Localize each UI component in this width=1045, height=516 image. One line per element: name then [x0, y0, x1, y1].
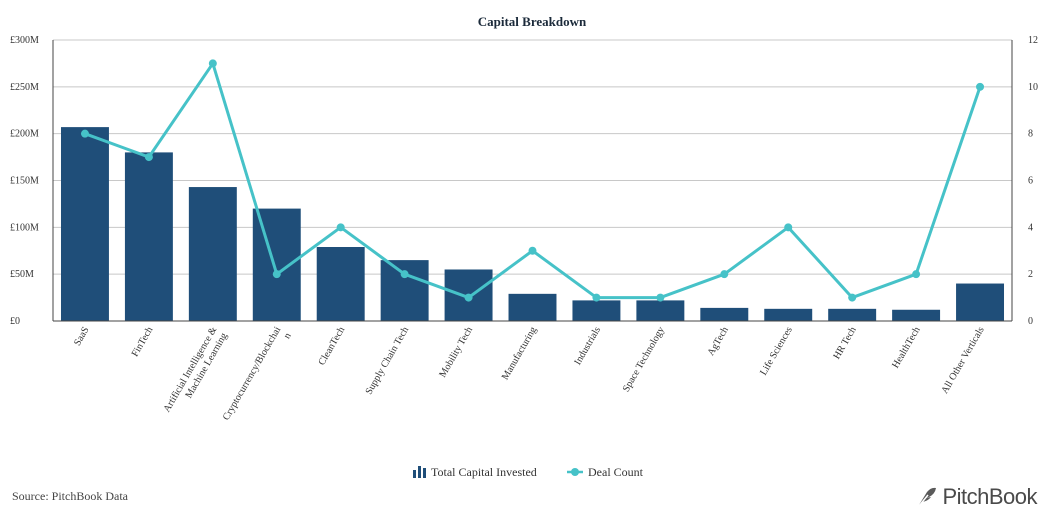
legend: Total Capital Invested Deal Count	[413, 465, 644, 479]
line-marker-icon	[567, 468, 583, 476]
y-right-tick-label: 6	[1028, 176, 1033, 187]
y-right-tick-label: 10	[1028, 82, 1038, 93]
x-tick-label: Life Sciences	[758, 325, 795, 377]
bar-14[interactable]	[956, 283, 1005, 321]
x-tick-label: FinTech	[130, 325, 156, 359]
x-tick-label: HR Tech	[831, 325, 858, 361]
legend-item-deal-count[interactable]: Deal Count	[567, 465, 644, 479]
x-tick-label: Manufacturing	[500, 325, 539, 382]
deal-count-point-4[interactable]	[336, 223, 345, 232]
x-tick-label: Cryptocurrency/Blockchain	[221, 325, 294, 429]
deal-count-point-1[interactable]	[144, 153, 153, 162]
x-tick-label: Mobility Tech	[437, 325, 475, 380]
bar-8[interactable]	[572, 300, 621, 321]
chart-title: Capital Breakdown	[478, 14, 587, 29]
deal-count-point-7[interactable]	[528, 246, 537, 255]
bar-1[interactable]	[124, 152, 173, 321]
y-right-tick-label: 8	[1028, 129, 1033, 140]
deal-count-point-2[interactable]	[208, 59, 217, 68]
bar-5[interactable]	[380, 260, 429, 321]
x-tick-label: AgTech	[706, 325, 731, 358]
deal-count-point-11[interactable]	[784, 223, 793, 232]
x-tick-label: Artificial Intelligence &Machine Learnin…	[162, 325, 230, 420]
y-right-tick-label: 2	[1028, 269, 1033, 280]
x-tick-label: Space Technology	[621, 325, 667, 394]
legend-label-total-capital: Total Capital Invested	[431, 465, 537, 479]
y-right-tick-label: 4	[1028, 222, 1033, 233]
logo-text: PitchBook	[942, 484, 1037, 509]
y-left-tick-label: £200M	[10, 129, 39, 140]
y-left-tick-label: £50M	[10, 269, 34, 280]
y-left-tick-label: £300M	[10, 35, 39, 46]
source-note: Source: PitchBook Data	[12, 489, 128, 503]
bar-0[interactable]	[60, 127, 109, 321]
x-tick-label: Supply Chain Tech	[364, 325, 412, 397]
bar-chart-icon	[413, 466, 426, 478]
legend-label-deal-count: Deal Count	[588, 465, 644, 479]
x-tick-label: HealthTech	[890, 325, 923, 370]
bar-series	[60, 127, 1005, 321]
y-right-tick-label: 0	[1028, 316, 1033, 327]
bar-4[interactable]	[316, 247, 365, 321]
bar-11[interactable]	[764, 308, 813, 321]
x-tick-label: Industrials	[572, 325, 603, 367]
deal-count-point-12[interactable]	[848, 293, 857, 302]
deal-count-point-8[interactable]	[592, 293, 601, 302]
bar-9[interactable]	[636, 300, 685, 321]
pitchbook-feather-icon	[918, 487, 937, 507]
deal-count-point-13[interactable]	[912, 270, 921, 279]
bar-3[interactable]	[252, 208, 301, 321]
y-right-tick-label: 12	[1028, 35, 1038, 46]
bar-7[interactable]	[508, 293, 557, 321]
bar-13[interactable]	[892, 309, 941, 321]
x-tick-label: CleanTech	[316, 325, 347, 367]
deal-count-point-9[interactable]	[656, 293, 665, 302]
deal-count-point-6[interactable]	[464, 293, 473, 302]
deal-count-point-0[interactable]	[80, 129, 89, 138]
legend-item-total-capital[interactable]: Total Capital Invested	[413, 465, 537, 479]
y-left-tick-label: £0	[10, 316, 20, 327]
bar-10[interactable]	[700, 307, 749, 321]
x-tick-label: SaaS	[72, 325, 92, 348]
y-left-tick-label: £100M	[10, 222, 39, 233]
x-tick-label: All Other Verticals	[939, 325, 986, 396]
bar-2[interactable]	[188, 187, 237, 321]
y-left-tick-label: £250M	[10, 82, 39, 93]
deal-count-point-14[interactable]	[976, 82, 985, 91]
deal-count-point-5[interactable]	[400, 270, 409, 279]
deal-count-point-3[interactable]	[272, 270, 281, 279]
deal-count-point-10[interactable]	[720, 270, 729, 279]
line-series	[80, 59, 985, 302]
pitchbook-logo: PitchBook	[916, 484, 1037, 510]
y-left-tick-label: £150M	[10, 176, 39, 187]
bar-12[interactable]	[828, 308, 877, 321]
